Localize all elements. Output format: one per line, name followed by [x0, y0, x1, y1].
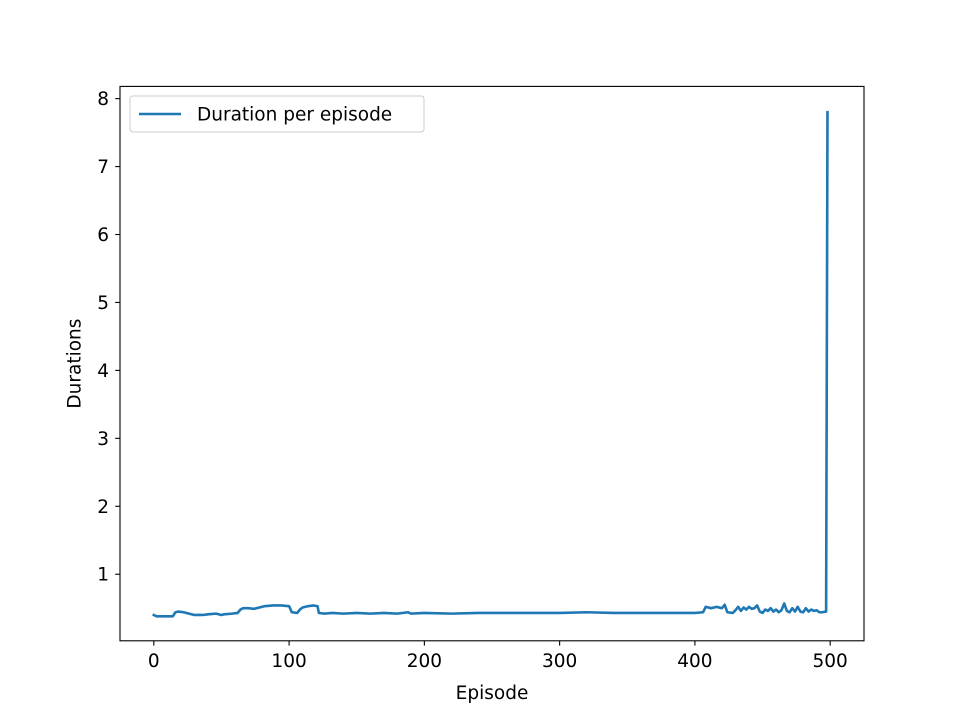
x-tick-label: 200	[407, 651, 442, 672]
x-tick-label: 500	[813, 651, 848, 672]
legend-label: Duration per episode	[197, 105, 392, 126]
ticks-layer: 0 100 200 300 400 500 1 2 3 4 5 6 7 8	[97, 89, 848, 672]
x-tick-label: 400	[677, 651, 712, 672]
series-layer	[152, 110, 829, 618]
y-tick-label: 1	[97, 565, 109, 586]
plot-area	[120, 86, 864, 641]
x-tick-label: 0	[148, 651, 160, 672]
y-tick-label: 2	[97, 497, 109, 518]
x-axis-label: Episode	[456, 683, 529, 704]
y-tick-label: 3	[97, 429, 109, 450]
y-axis-label: Durations	[65, 319, 86, 409]
series-line	[152, 110, 829, 618]
legend: Duration per episode	[129, 95, 425, 133]
y-tick-label: 4	[97, 361, 109, 382]
x-tick-label: 300	[542, 651, 577, 672]
plot-frame	[119, 85, 865, 642]
y-tick-label: 8	[97, 89, 109, 110]
y-tick-label: 5	[97, 293, 109, 314]
legend-box	[129, 95, 425, 133]
x-tick-label: 100	[271, 651, 306, 672]
y-tick-label: 7	[97, 157, 109, 178]
y-tick-label: 6	[97, 225, 109, 246]
